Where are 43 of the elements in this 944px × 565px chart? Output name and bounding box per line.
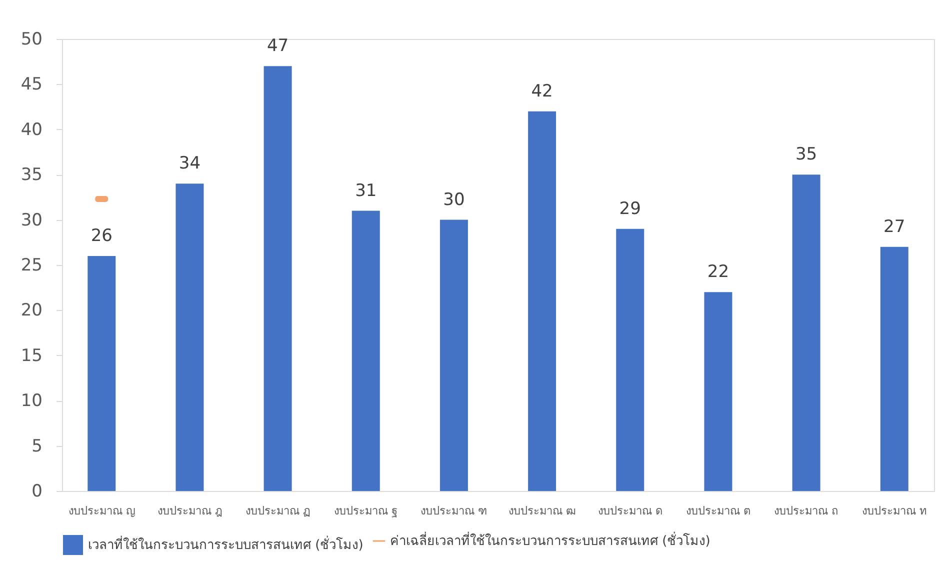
data-label: 22	[707, 262, 730, 282]
data-label: 31	[355, 180, 377, 201]
x-tick-label: งบประมาณ ต	[686, 504, 750, 518]
y-tick-label: 45	[20, 74, 42, 95]
y-tick-label: 25	[20, 256, 42, 276]
bar	[880, 246, 908, 491]
data-label: 30	[443, 190, 465, 210]
x-tick-label: งบประมาณ ฎ	[157, 504, 222, 518]
y-tick-label: 35	[20, 165, 42, 186]
x-tick-label: งบประมาณ ฏ	[246, 504, 310, 518]
x-tick-label: งบประมาณ ฐ	[334, 504, 398, 518]
bar	[352, 210, 380, 491]
y-tick-label: 10	[20, 391, 42, 412]
legend-label: ค่าเฉลี่ยเวลาที่ใช้ในกระบวนการระบบสารสนเทศ (ชั่วโมง)	[390, 532, 710, 549]
data-label: 26	[90, 226, 112, 246]
x-tick-label: งบประมาณ ญ	[68, 504, 135, 518]
x-tick-label: งบประมาณ ถ	[774, 504, 839, 518]
data-label: 34	[178, 154, 201, 174]
data-label: 27	[884, 216, 906, 237]
y-tick-label: 40	[20, 120, 42, 140]
x-tick-label: งบประมาณ ฑ	[420, 504, 488, 518]
bar	[792, 174, 820, 491]
y-tick-label: 20	[20, 300, 42, 321]
legend-label: เวลาที่ใช้ในกระบวนการระบบสารสนเทศ (ชั่วโมง)	[88, 536, 364, 553]
y-tick-label: 15	[20, 346, 42, 366]
bar	[176, 184, 204, 491]
data-label: 29	[619, 198, 641, 219]
bar	[616, 228, 644, 491]
y-tick-label: 0	[32, 482, 42, 502]
data-label: 47	[266, 36, 289, 56]
data-label: 35	[795, 144, 818, 165]
bar	[264, 66, 292, 491]
bar	[440, 220, 468, 491]
x-tick-label: งบประมาณ ฒ	[508, 504, 576, 518]
y-tick-label: 30	[20, 210, 42, 230]
x-tick-label: งบประมาณ ด	[598, 504, 662, 518]
bar	[704, 292, 732, 491]
y-tick-label: 5	[32, 436, 42, 456]
x-tick-label: งบประมาณ ท	[862, 504, 927, 518]
bar	[88, 256, 116, 491]
bar	[528, 111, 556, 491]
data-label: 42	[531, 81, 553, 102]
y-tick-label: 50	[20, 30, 42, 50]
